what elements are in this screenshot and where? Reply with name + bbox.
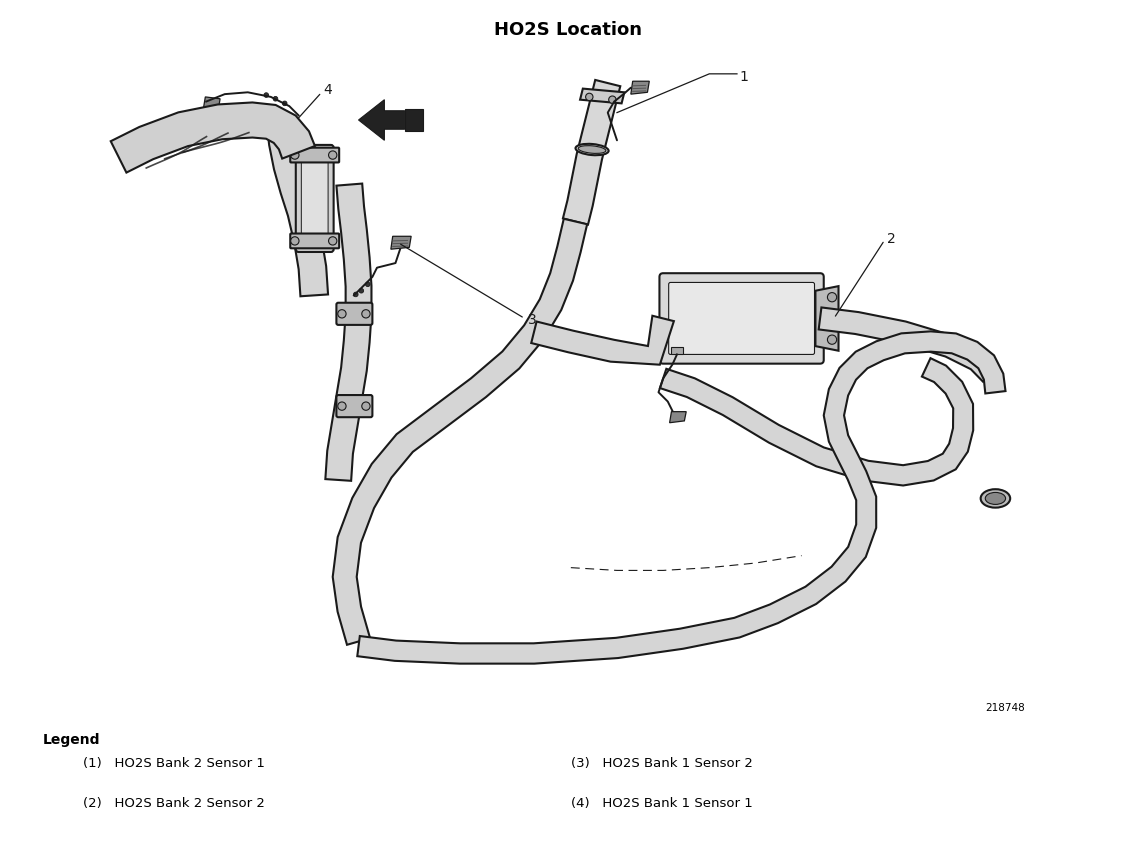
Text: Legend: Legend	[42, 733, 100, 747]
Circle shape	[586, 93, 593, 101]
Text: (3)   HO2S Bank 1 Sensor 2: (3) HO2S Bank 1 Sensor 2	[571, 757, 753, 770]
FancyBboxPatch shape	[291, 147, 340, 163]
FancyBboxPatch shape	[659, 273, 824, 364]
Circle shape	[337, 402, 346, 411]
Circle shape	[291, 237, 299, 245]
Polygon shape	[110, 102, 315, 173]
Polygon shape	[391, 236, 411, 249]
Circle shape	[366, 282, 370, 286]
Text: HO2S Location: HO2S Location	[494, 21, 642, 39]
Polygon shape	[325, 183, 371, 481]
Circle shape	[328, 151, 337, 159]
Circle shape	[353, 292, 358, 296]
Polygon shape	[563, 80, 620, 225]
Polygon shape	[660, 358, 974, 486]
Ellipse shape	[980, 489, 1010, 508]
Polygon shape	[333, 219, 587, 645]
Circle shape	[361, 402, 370, 411]
FancyBboxPatch shape	[291, 233, 340, 248]
Circle shape	[609, 96, 616, 103]
Circle shape	[827, 335, 836, 344]
Polygon shape	[203, 97, 220, 110]
Circle shape	[273, 96, 278, 101]
Bar	[404, 109, 423, 131]
Polygon shape	[669, 412, 686, 423]
Polygon shape	[358, 331, 1005, 664]
Text: 1: 1	[740, 70, 749, 83]
Text: (4)   HO2S Bank 1 Sensor 1: (4) HO2S Bank 1 Sensor 1	[571, 797, 752, 809]
Text: (2)   HO2S Bank 2 Sensor 2: (2) HO2S Bank 2 Sensor 2	[83, 797, 265, 809]
Circle shape	[359, 289, 364, 293]
Text: 2: 2	[887, 232, 896, 246]
FancyBboxPatch shape	[336, 395, 373, 417]
Ellipse shape	[578, 146, 605, 153]
Text: (1)   HO2S Bank 2 Sensor 1: (1) HO2S Bank 2 Sensor 1	[83, 757, 265, 770]
Polygon shape	[630, 81, 650, 94]
Circle shape	[283, 101, 287, 106]
Bar	[671, 347, 683, 354]
Circle shape	[291, 151, 299, 159]
Polygon shape	[580, 89, 625, 103]
Polygon shape	[266, 118, 328, 296]
Circle shape	[827, 292, 836, 302]
Polygon shape	[532, 316, 674, 365]
Ellipse shape	[576, 144, 609, 155]
Circle shape	[264, 93, 268, 97]
Circle shape	[328, 237, 337, 245]
Ellipse shape	[985, 492, 1005, 504]
FancyBboxPatch shape	[295, 145, 334, 252]
FancyBboxPatch shape	[336, 302, 373, 325]
Text: 4: 4	[324, 83, 332, 97]
Polygon shape	[359, 100, 404, 141]
Polygon shape	[819, 308, 999, 382]
Polygon shape	[816, 286, 838, 351]
Circle shape	[361, 309, 370, 318]
FancyBboxPatch shape	[669, 283, 815, 354]
Text: 3: 3	[527, 314, 536, 327]
Circle shape	[337, 309, 346, 318]
Text: 218748: 218748	[985, 703, 1025, 712]
FancyBboxPatch shape	[301, 151, 328, 246]
